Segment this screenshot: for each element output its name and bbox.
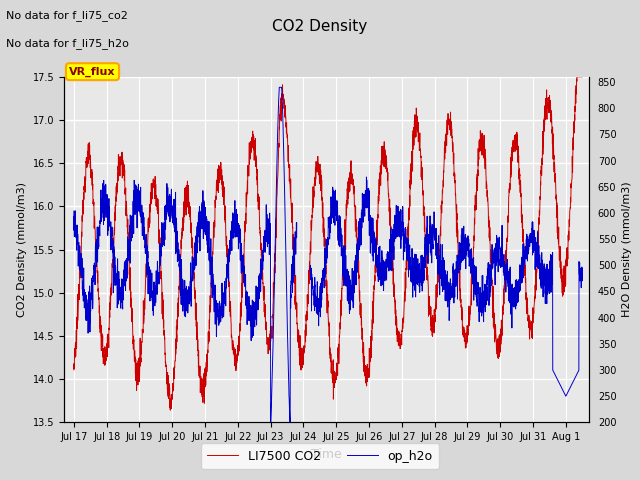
Legend: LI7500 CO2, op_h2o: LI7500 CO2, op_h2o bbox=[201, 444, 439, 469]
op_h2o bbox=[579, 266, 586, 272]
LI7500 CO2 bbox=[166, 407, 174, 413]
Text: No data for f_li75_h2o: No data for f_li75_h2o bbox=[6, 38, 129, 49]
LI7500 CO2 bbox=[265, 335, 273, 340]
X-axis label: Time: Time bbox=[311, 448, 342, 461]
Line: LI7500 CO2: LI7500 CO2 bbox=[74, 77, 582, 410]
Text: VR_flux: VR_flux bbox=[69, 67, 116, 77]
op_h2o bbox=[128, 228, 136, 234]
LI7500 CO2 bbox=[70, 367, 77, 372]
op_h2o bbox=[514, 295, 522, 300]
LI7500 CO2 bbox=[158, 296, 166, 301]
Text: No data for f_li75_co2: No data for f_li75_co2 bbox=[6, 10, 128, 21]
op_h2o bbox=[287, 292, 294, 298]
Y-axis label: CO2 Density (mmol/m3): CO2 Density (mmol/m3) bbox=[17, 182, 27, 317]
Text: CO2 Density: CO2 Density bbox=[273, 19, 367, 34]
LI7500 CO2 bbox=[128, 319, 136, 324]
LI7500 CO2 bbox=[287, 199, 295, 205]
op_h2o bbox=[70, 214, 77, 219]
LI7500 CO2 bbox=[573, 74, 581, 80]
Y-axis label: H2O Density (mmol/m3): H2O Density (mmol/m3) bbox=[622, 182, 632, 317]
LI7500 CO2 bbox=[579, 74, 586, 80]
op_h2o bbox=[568, 380, 576, 386]
LI7500 CO2 bbox=[568, 164, 576, 170]
op_h2o bbox=[158, 230, 166, 236]
LI7500 CO2 bbox=[514, 149, 522, 155]
Line: op_h2o: op_h2o bbox=[74, 87, 582, 422]
op_h2o bbox=[265, 240, 273, 246]
